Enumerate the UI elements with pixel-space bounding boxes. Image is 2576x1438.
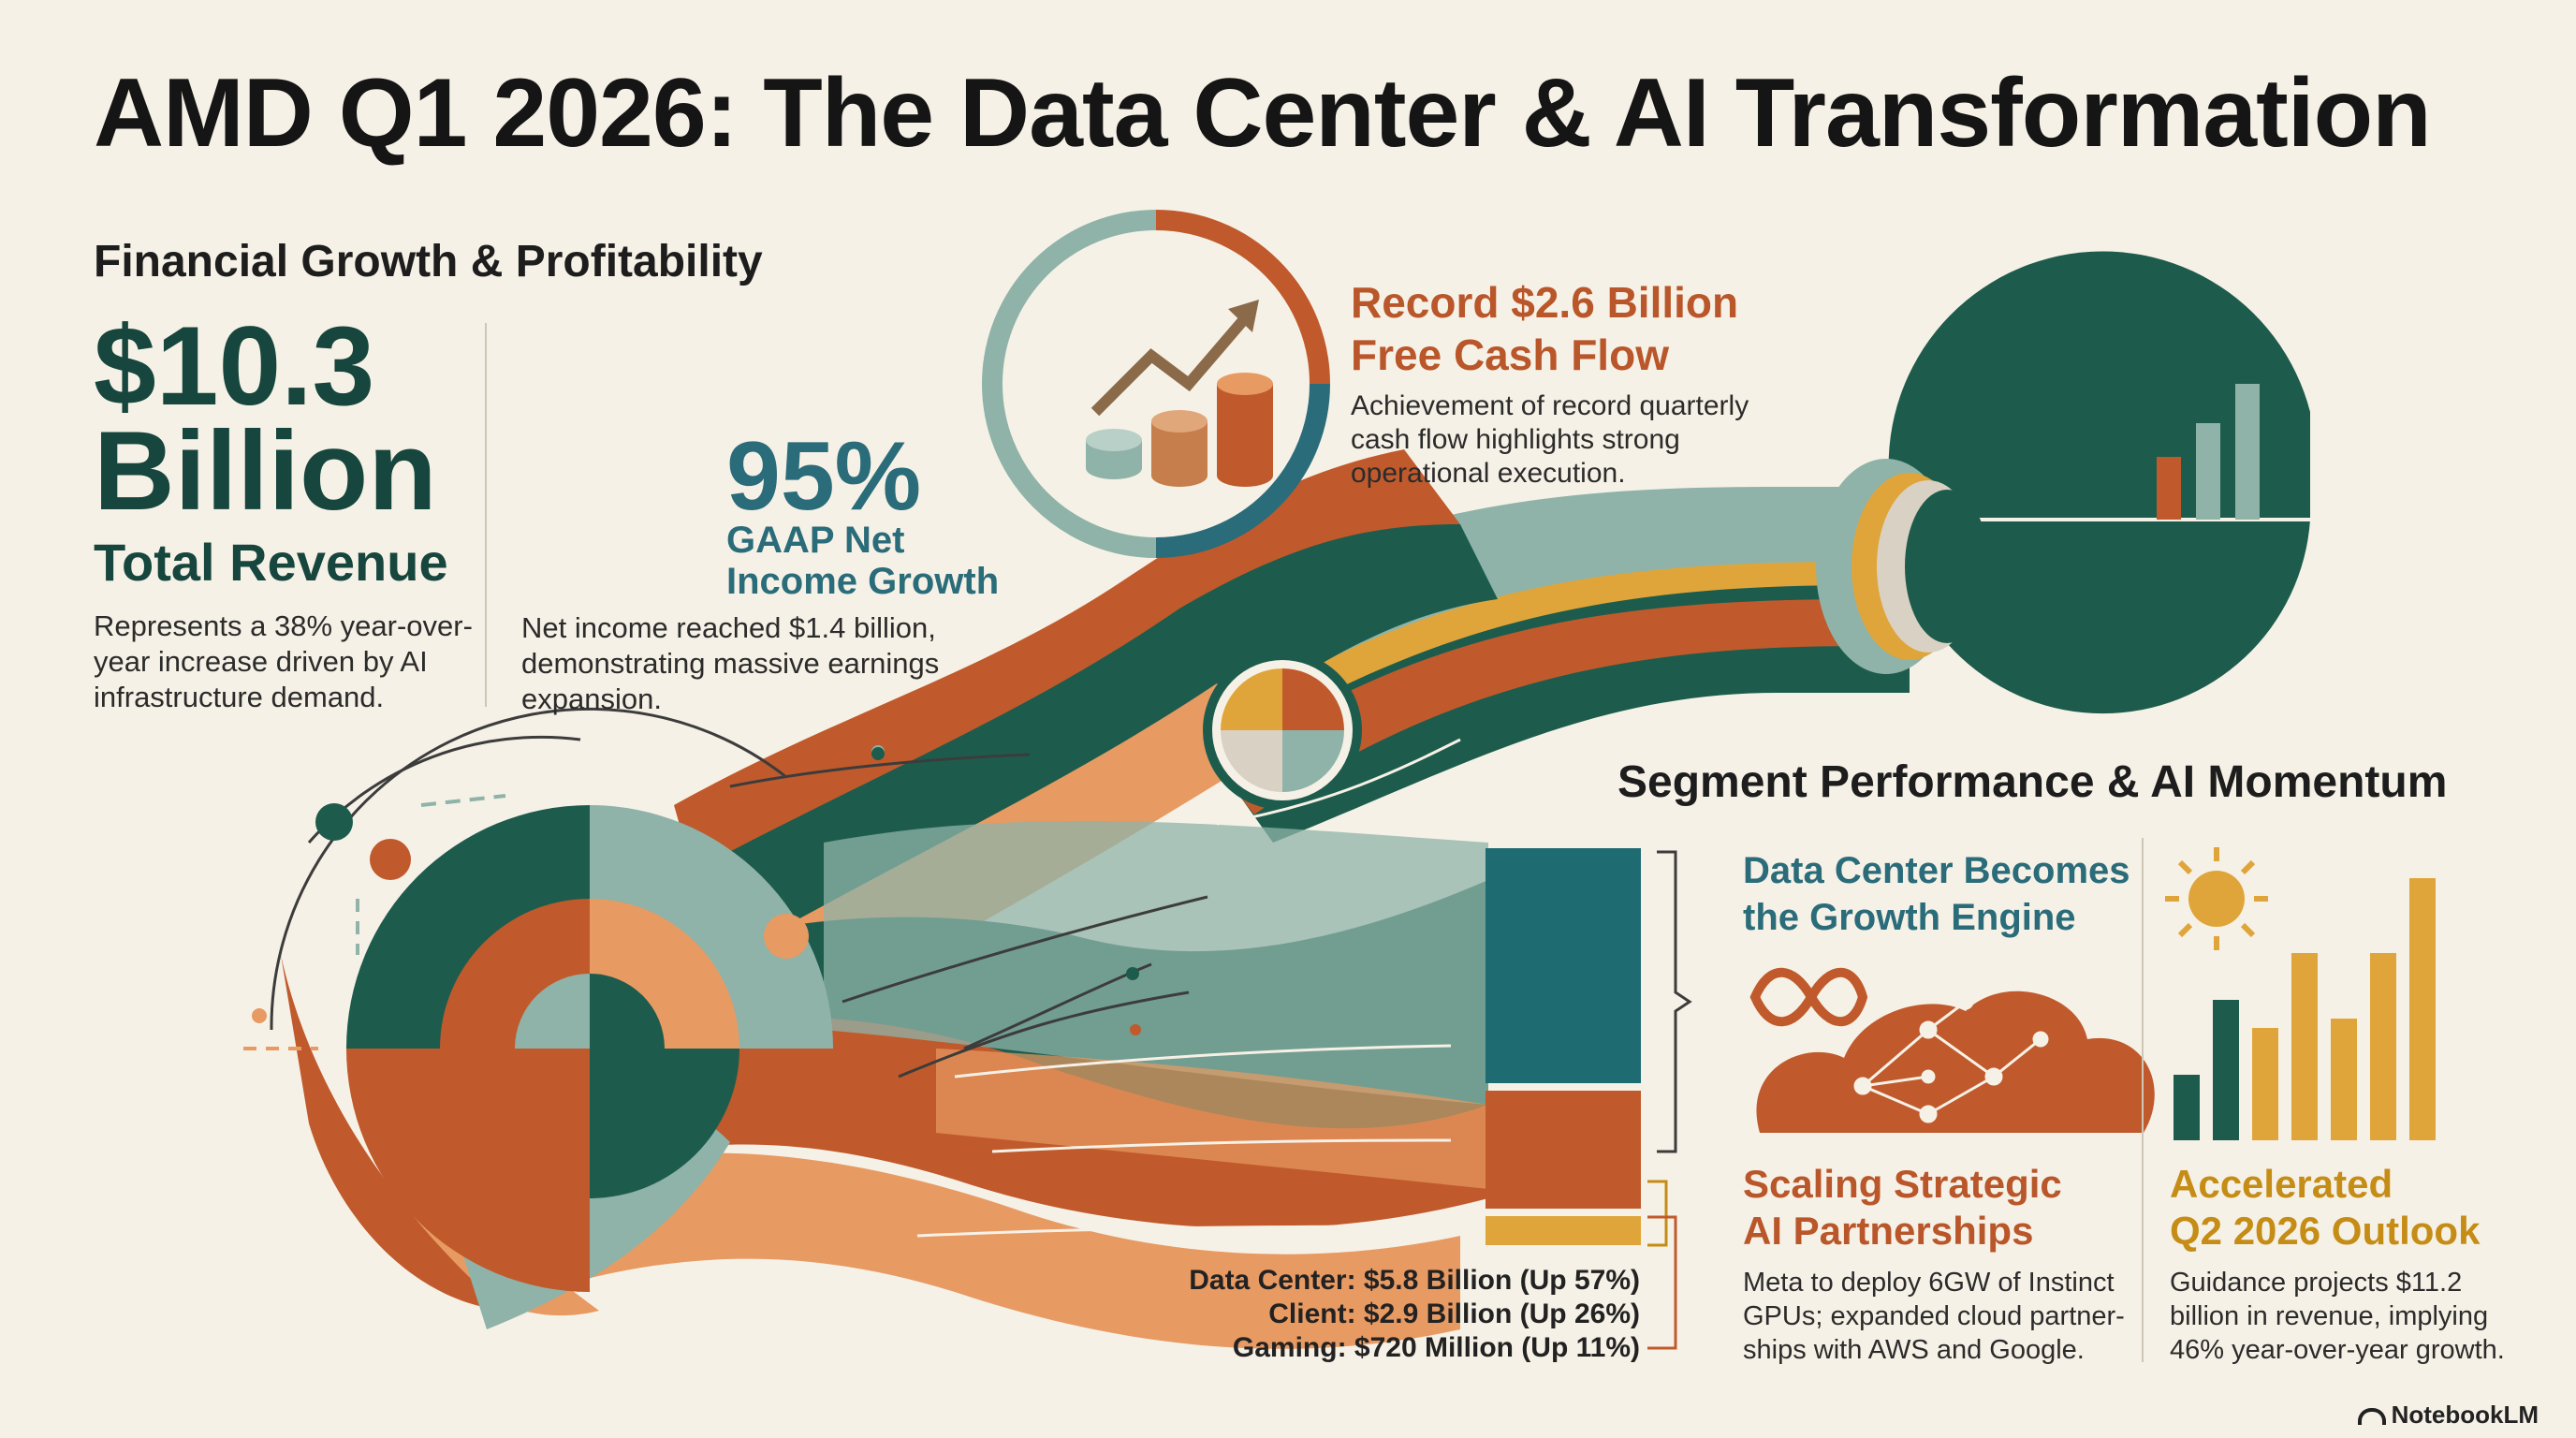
dot-peach bbox=[764, 914, 809, 959]
outlook-bar-4 bbox=[2291, 953, 2318, 1140]
pie-gear-illustration bbox=[1203, 651, 1362, 810]
revenue-amount: $10.3 bbox=[94, 303, 375, 429]
segment-data-center: Data Center: $5.8 Billion (Up 57%) bbox=[1189, 1265, 1640, 1296]
revenue-value: $10.3 Billion bbox=[94, 303, 437, 534]
dot-orange bbox=[370, 839, 411, 880]
outlook-bar-chart bbox=[2174, 878, 2436, 1140]
net-income-percent: 95% bbox=[726, 422, 922, 531]
partnerships-note: Meta to deploy 6GW of Instinct GPUs; exp… bbox=[1743, 1266, 2125, 1367]
partnerships-heading-line: AI Partnerships bbox=[1743, 1209, 2034, 1253]
outlook-note: Guidance projects $11.2 billion in reven… bbox=[2170, 1266, 2505, 1367]
cash-flow-icon bbox=[981, 210, 1330, 558]
outlook-bar-3 bbox=[2252, 1028, 2278, 1140]
cash-flow-heading-line: Record $2.6 Billion bbox=[1351, 278, 1739, 327]
partnerships-heading: Scaling Strategic AI Partnerships bbox=[1743, 1161, 2062, 1255]
revenue-note-line: Represents a 38% year-over- bbox=[94, 609, 473, 642]
revenue-label: Total Revenue bbox=[94, 533, 448, 592]
segment-bar-client bbox=[1486, 1091, 1641, 1209]
meta-logo-icon bbox=[1749, 967, 1868, 1027]
cash-flow-note-line: operational execution. bbox=[1351, 458, 1626, 489]
segment-heading: Segment Performance & AI Momentum bbox=[1617, 757, 2448, 807]
segment-client: Client: $2.9 Billion (Up 26%) bbox=[1268, 1299, 1640, 1329]
financial-heading: Financial Growth & Profitability bbox=[94, 237, 763, 286]
revenue-note-line: year increase driven by AI bbox=[94, 645, 428, 678]
globe-bar-1 bbox=[2157, 457, 2181, 520]
growth-engine-heading-line: the Growth Engine bbox=[1743, 897, 2076, 938]
outlook-note-line: Guidance projects $11.2 bbox=[2170, 1268, 2463, 1298]
revenue-note: Represents a 38% year-over- year increas… bbox=[94, 609, 473, 715]
outlook-bar-6 bbox=[2370, 953, 2396, 1140]
growth-engine-heading: Data Center Becomes the Growth Engine bbox=[1743, 847, 2130, 941]
brand-logo: NotebookLM bbox=[2357, 1401, 2539, 1430]
net-income-label: GAAP Net Income Growth bbox=[726, 520, 999, 602]
outlook-heading-line: Q2 2026 Outlook bbox=[2170, 1209, 2481, 1253]
outlook-bar-2 bbox=[2213, 1000, 2239, 1140]
outlook-heading-line: Accelerated bbox=[2170, 1162, 2393, 1206]
outlook-heading: Accelerated Q2 2026 Outlook bbox=[2170, 1161, 2480, 1255]
outlook-bar-7 bbox=[2409, 878, 2436, 1140]
cash-flow-note-line: cash flow highlights strong bbox=[1351, 424, 1680, 455]
cash-flow-heading-line: Free Cash Flow bbox=[1351, 330, 1669, 379]
net-income-note-line: Net income reached $1.4 billion, bbox=[521, 611, 936, 644]
partnerships-note-line: GPUs; expanded cloud partner- bbox=[1743, 1301, 2125, 1331]
net-income-note: Net income reached $1.4 billion, demonst… bbox=[521, 610, 939, 717]
net-income-label-line: Income Growth bbox=[726, 561, 1000, 602]
notebooklm-icon bbox=[2357, 1408, 2386, 1426]
net-income-label-line: GAAP Net bbox=[726, 520, 905, 561]
globe-bar-2 bbox=[2196, 423, 2220, 520]
ribbon-illustration bbox=[281, 449, 1498, 1349]
segment-gaming: Gaming: $720 Million (Up 11%) bbox=[1232, 1332, 1640, 1363]
cloud-network-icon bbox=[1749, 967, 2155, 1133]
brand-name: NotebookLM bbox=[2391, 1401, 2539, 1429]
cash-flow-note-line: Achievement of record quarterly bbox=[1351, 390, 1749, 421]
cash-flow-heading: Record $2.6 Billion Free Cash Flow bbox=[1351, 276, 1738, 381]
outlook-bar-5 bbox=[2331, 1019, 2357, 1140]
partnerships-heading-line: Scaling Strategic bbox=[1743, 1162, 2062, 1206]
outlook-note-line: 46% year-over-year growth. bbox=[2170, 1335, 2505, 1365]
outline-lines bbox=[729, 753, 1208, 1078]
divider bbox=[485, 323, 487, 707]
cash-flow-note: Achievement of record quarterly cash flo… bbox=[1351, 389, 1749, 491]
revenue-unit: Billion bbox=[94, 408, 437, 534]
outlook-note-line: billion in revenue, implying bbox=[2170, 1301, 2489, 1331]
outlook-bar-1 bbox=[2174, 1075, 2200, 1140]
segment-bar-data-center bbox=[1486, 848, 1641, 1084]
segment-bar-gaming bbox=[1486, 1215, 1641, 1245]
dot-green bbox=[315, 803, 353, 841]
spiral-illustration bbox=[243, 707, 885, 1292]
brackets bbox=[1647, 850, 1692, 1350]
partnerships-note-line: ships with AWS and Google. bbox=[1743, 1335, 2085, 1365]
growth-engine-heading-line: Data Center Becomes bbox=[1743, 850, 2130, 891]
revenue-note-line: infrastructure demand. bbox=[94, 681, 385, 713]
partnerships-note-line: Meta to deploy 6GW of Instinct bbox=[1743, 1268, 2115, 1298]
net-income-note-line: demonstrating massive earnings bbox=[521, 647, 940, 680]
segment-list: Data Center: $5.8 Billion (Up 57%) Clien… bbox=[1189, 1264, 1640, 1365]
segment-stacked-bar bbox=[1486, 848, 1641, 1245]
divider bbox=[2142, 838, 2144, 1362]
net-income-note-line: expansion. bbox=[521, 682, 662, 715]
globe-bar-3 bbox=[2235, 384, 2260, 520]
globe-chart-illustration bbox=[1881, 251, 2321, 714]
flow-lines bbox=[916, 738, 1461, 1238]
sun-icon bbox=[2165, 847, 2268, 950]
page-title: AMD Q1 2026: The Data Center & AI Transf… bbox=[94, 59, 2432, 168]
